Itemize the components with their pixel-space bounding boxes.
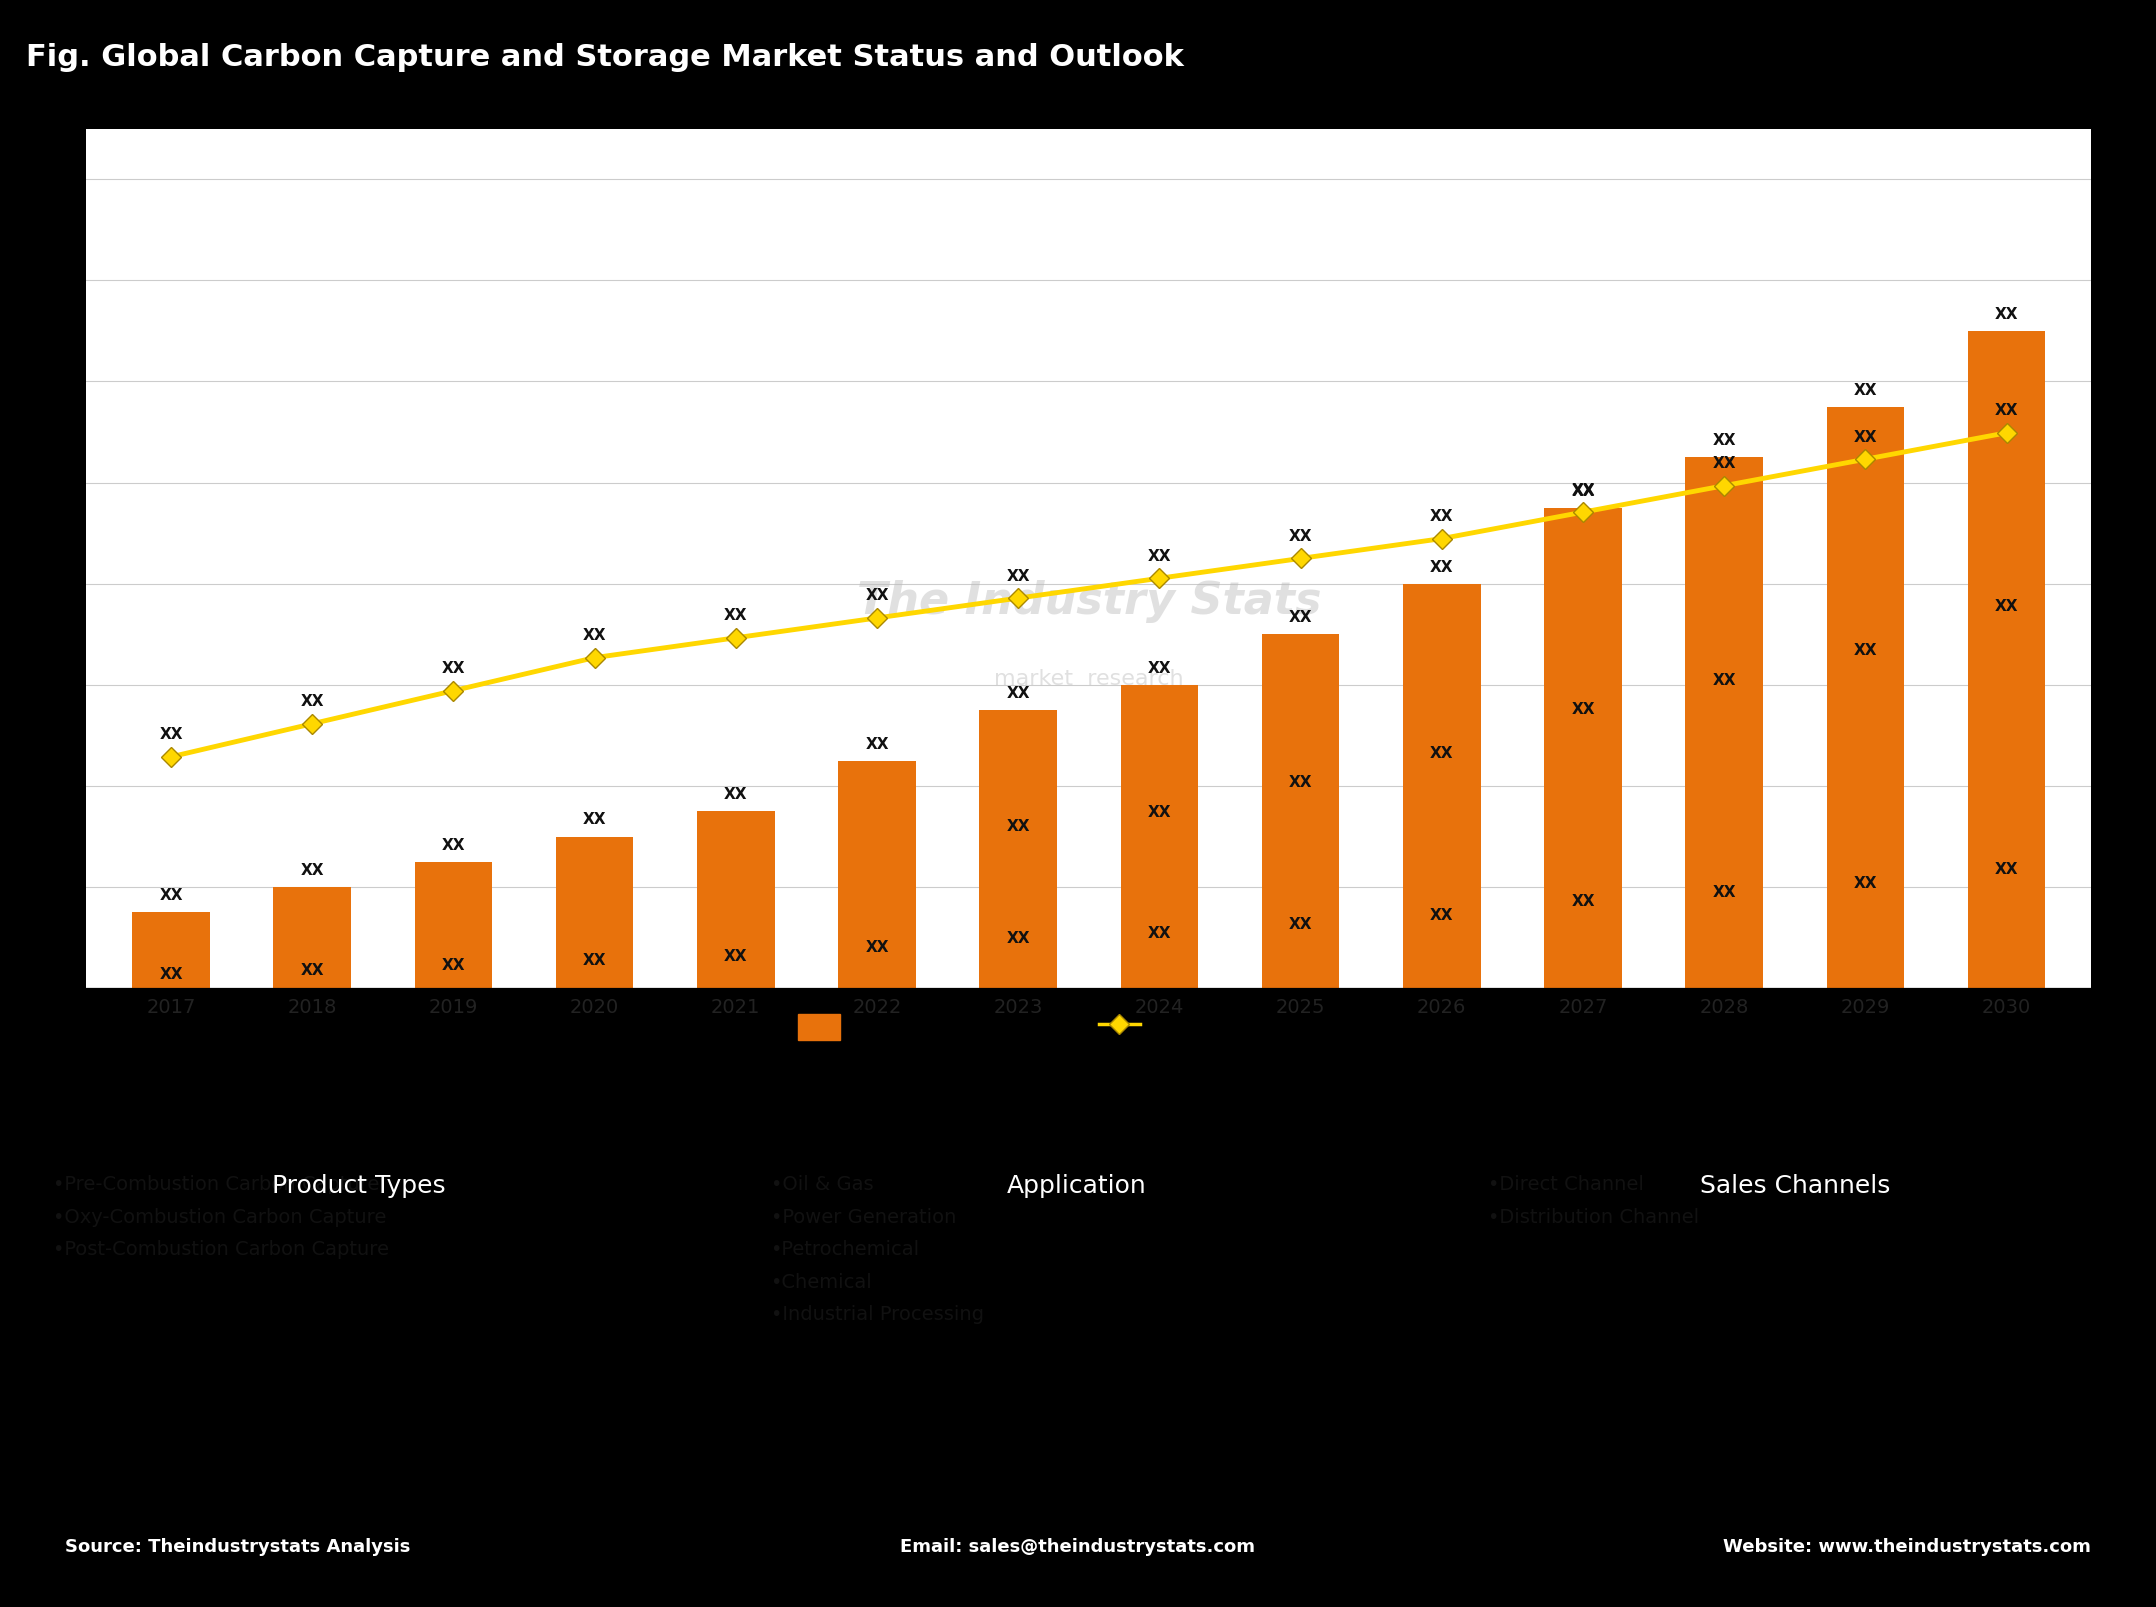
Text: XX: XX xyxy=(1994,403,2018,418)
Text: XX: XX xyxy=(1712,456,1736,471)
Text: •Pre-Combustion Carbon Capture
•Oxy-Combustion Carbon Capture
•Post-Combustion C: •Pre-Combustion Carbon Capture •Oxy-Comb… xyxy=(52,1175,388,1260)
Text: XX: XX xyxy=(160,967,183,982)
Bar xyxy=(1686,458,1764,988)
Text: XX: XX xyxy=(1289,918,1313,932)
Text: XX: XX xyxy=(1994,307,2018,321)
Text: XX: XX xyxy=(160,889,183,903)
Text: The Industry Stats: The Industry Stats xyxy=(856,580,1322,624)
Text: Fig. Global Carbon Capture and Storage Market Status and Outlook: Fig. Global Carbon Capture and Storage M… xyxy=(26,43,1184,72)
Text: XX: XX xyxy=(724,787,748,802)
Bar xyxy=(1544,508,1621,988)
Text: Product Types: Product Types xyxy=(272,1175,446,1197)
Text: XX: XX xyxy=(1572,484,1595,498)
Bar xyxy=(1968,331,2046,988)
Text: XX: XX xyxy=(300,863,323,877)
Text: XX: XX xyxy=(300,694,323,709)
Text: XX: XX xyxy=(1854,876,1878,892)
Text: XX: XX xyxy=(1147,805,1171,820)
Text: XX: XX xyxy=(160,728,183,742)
Legend: Revenue (Million $), Y-oY Growth Rate (%): Revenue (Million $), Y-oY Growth Rate (%… xyxy=(798,1014,1380,1040)
Text: XX: XX xyxy=(300,963,323,977)
Text: market  research: market research xyxy=(994,669,1184,689)
Bar xyxy=(414,861,492,988)
Text: XX: XX xyxy=(582,628,606,643)
Text: Source: Theindustrystats Analysis: Source: Theindustrystats Analysis xyxy=(65,1538,410,1556)
Text: XX: XX xyxy=(1429,559,1453,575)
Bar xyxy=(696,812,774,988)
Text: XX: XX xyxy=(1572,895,1595,910)
Text: XX: XX xyxy=(1429,746,1453,762)
Text: XX: XX xyxy=(1572,482,1595,498)
Bar xyxy=(1121,685,1199,988)
Bar xyxy=(556,837,634,988)
Text: XX: XX xyxy=(1994,863,2018,877)
Text: XX: XX xyxy=(1007,569,1031,583)
Text: XX: XX xyxy=(865,588,888,603)
Text: Email: sales@theindustrystats.com: Email: sales@theindustrystats.com xyxy=(901,1538,1255,1556)
Text: XX: XX xyxy=(1712,673,1736,688)
Text: XX: XX xyxy=(1572,702,1595,717)
Text: XX: XX xyxy=(724,607,748,624)
Text: XX: XX xyxy=(1289,611,1313,625)
Bar xyxy=(839,760,916,988)
Text: XX: XX xyxy=(1429,908,1453,922)
Text: XX: XX xyxy=(1147,660,1171,677)
Text: Website: www.theindustrystats.com: Website: www.theindustrystats.com xyxy=(1723,1538,2091,1556)
Text: XX: XX xyxy=(1429,509,1453,524)
Text: XX: XX xyxy=(1007,930,1031,947)
Text: •Oil & Gas
•Power Generation
•Petrochemical
•Chemical
•Industrial Processing: •Oil & Gas •Power Generation •Petrochemi… xyxy=(770,1175,983,1324)
Text: XX: XX xyxy=(582,953,606,969)
Bar xyxy=(1826,407,1904,988)
Text: XX: XX xyxy=(582,813,606,828)
Text: Sales Channels: Sales Channels xyxy=(1699,1175,1891,1197)
Text: XX: XX xyxy=(1007,686,1031,701)
Text: XX: XX xyxy=(442,660,466,677)
Text: XX: XX xyxy=(1147,926,1171,942)
Text: XX: XX xyxy=(1854,429,1878,445)
Text: XX: XX xyxy=(865,736,888,752)
Bar xyxy=(274,887,351,988)
Text: XX: XX xyxy=(1289,776,1313,791)
Text: XX: XX xyxy=(1289,529,1313,543)
Text: XX: XX xyxy=(1994,599,2018,614)
Text: XX: XX xyxy=(442,958,466,974)
Bar xyxy=(979,710,1056,988)
Text: XX: XX xyxy=(1007,820,1031,834)
Text: XX: XX xyxy=(1854,382,1878,397)
Bar xyxy=(1261,635,1339,988)
Text: XX: XX xyxy=(1712,885,1736,900)
Bar xyxy=(1404,583,1481,988)
Text: •Direct Channel
•Distribution Channel: •Direct Channel •Distribution Channel xyxy=(1488,1175,1699,1226)
Text: Application: Application xyxy=(1007,1175,1147,1197)
Bar xyxy=(132,913,209,988)
Text: XX: XX xyxy=(1854,643,1878,659)
Text: XX: XX xyxy=(724,950,748,964)
Text: XX: XX xyxy=(865,940,888,955)
Text: XX: XX xyxy=(1712,434,1736,448)
Text: XX: XX xyxy=(442,837,466,853)
Text: XX: XX xyxy=(1147,548,1171,564)
